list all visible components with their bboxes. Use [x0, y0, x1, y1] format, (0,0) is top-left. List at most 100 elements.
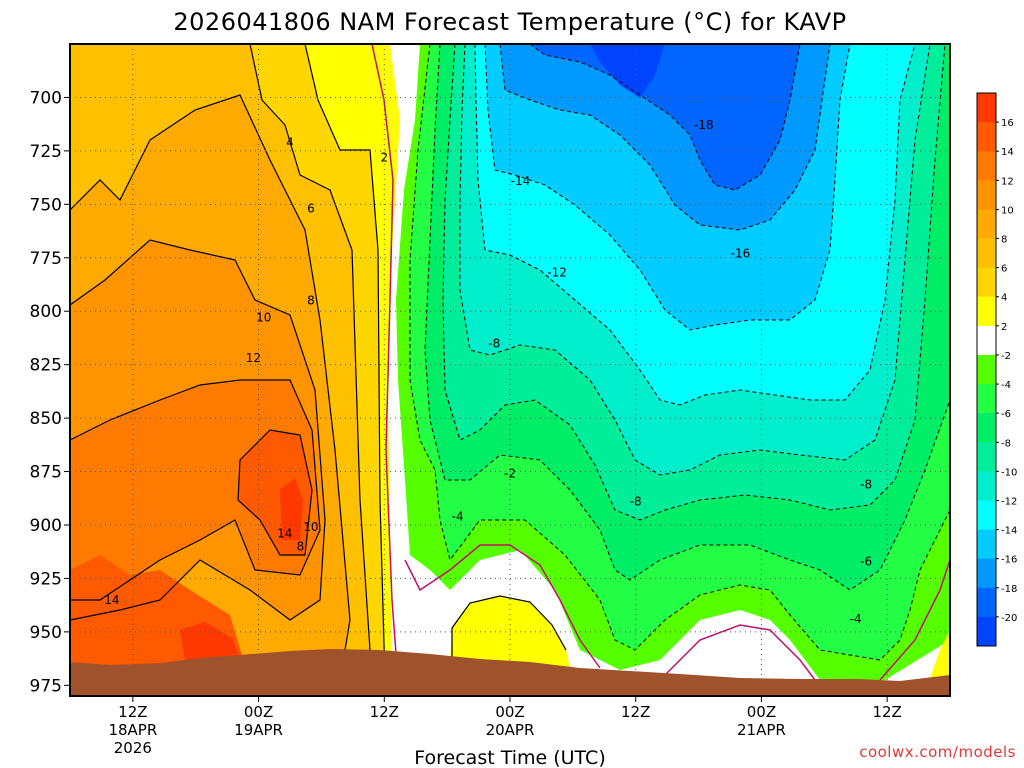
x-tick-label: 00Z — [244, 703, 273, 721]
colorbar-swatch — [977, 238, 996, 269]
colorbar-label: 6 — [1001, 264, 1007, 275]
x-tick-label: 00Z — [747, 703, 776, 721]
x-tick-label: 2026 — [114, 739, 152, 757]
colorbar-label: -10 — [1001, 467, 1017, 478]
colorbar-swatch — [977, 93, 996, 123]
colorbar-label: -14 — [1001, 526, 1017, 537]
colorbar-label: 16 — [1001, 118, 1014, 129]
contour-line — [70, 379, 321, 601]
contour-label: 8 — [297, 539, 305, 553]
contour-line — [529, 44, 801, 191]
y-tick-label: 775 — [30, 249, 62, 269]
colorbar: 16 14 12 10 8 6 4 2 -2 -4 -6 -8 -10 -12 -14 -16 -18 -20 — [976, 92, 1017, 647]
x-tick-label: 20APR — [486, 721, 535, 739]
x-tick-label: 21APR — [737, 721, 786, 739]
contour-label: -18 — [694, 118, 714, 132]
colorbar-swatch — [977, 296, 996, 327]
contour-label: -6 — [860, 554, 872, 568]
colorbar-swatch — [977, 354, 996, 385]
contour-line — [70, 239, 326, 621]
contour-line — [442, 44, 946, 521]
colorbar-swatch — [977, 180, 996, 210]
contour-line — [664, 624, 816, 681]
colorbar-swatch — [977, 471, 996, 501]
colorbar-label: -6 — [1001, 409, 1011, 420]
x-tick-label: 18APR — [108, 721, 157, 739]
y-tick-label: 750 — [30, 195, 62, 215]
contour-label: 4 — [286, 135, 294, 149]
contour-label: 10 — [256, 311, 271, 325]
colorbar-swatch — [977, 267, 996, 298]
contour-label: 14 — [104, 593, 119, 607]
contour-line — [499, 44, 831, 231]
contour-label: 14 — [277, 527, 292, 541]
colorbar-label: -4 — [1001, 380, 1011, 391]
cold-band-minus18 — [530, 44, 800, 190]
contour-label: -8 — [860, 477, 872, 491]
colorbar-label: 8 — [1001, 235, 1007, 246]
contour-label: 8 — [307, 294, 315, 308]
cold-band-minus20 — [590, 44, 665, 98]
colorbar-label: 12 — [1001, 176, 1014, 187]
y-tick-label: 875 — [30, 463, 62, 483]
colorbar-swatch — [977, 616, 996, 647]
colorbar-label: 14 — [1001, 147, 1014, 158]
contour-label: -4 — [452, 509, 464, 523]
terrain — [70, 649, 950, 696]
colorbar-swatch — [977, 384, 996, 414]
contour-line — [484, 44, 851, 331]
credit-text: coolwx.com/models — [859, 743, 1016, 761]
contour-label: -14 — [511, 174, 531, 188]
colorbar-swatch — [977, 122, 996, 152]
colorbar-label: -20 — [1001, 613, 1017, 624]
colorbar-swatch — [977, 413, 996, 443]
contour-label: 12 — [246, 351, 261, 365]
y-tick-label: 700 — [30, 88, 62, 108]
contour-label: 6 — [307, 202, 315, 216]
y-tick-label: 850 — [30, 409, 62, 429]
surface-warm-blob-small — [930, 630, 950, 678]
y-tick-label: 925 — [30, 569, 62, 589]
colorbar-label: 10 — [1001, 205, 1014, 216]
y-tick-label: 800 — [30, 302, 62, 322]
contour-line — [237, 429, 313, 556]
colorbar-label: -2 — [1001, 351, 1011, 362]
contour-label: -8 — [630, 494, 642, 508]
colorbar-label: -18 — [1001, 584, 1017, 595]
y-tick-label: 725 — [30, 142, 62, 162]
contour-line — [424, 44, 950, 591]
contour-line — [249, 44, 373, 681]
colorbar-swatch — [977, 500, 996, 531]
contour-label: -8 — [488, 336, 500, 350]
contour-line — [304, 44, 386, 681]
x-tick-label: 12Z — [118, 703, 147, 721]
temperature-field — [70, 44, 950, 696]
colorbar-label: 4 — [1001, 293, 1007, 304]
y-tick-label: 950 — [30, 623, 62, 643]
colorbar-frame — [976, 92, 997, 647]
chart-title: 2026041806 NAM Forecast Temperature (°C)… — [173, 8, 846, 36]
contour-label: -16 — [731, 246, 751, 260]
x-gridlines — [132, 44, 888, 696]
contour-line — [409, 44, 950, 661]
contour-label: -12 — [547, 266, 567, 280]
colorbar-swatch — [977, 442, 996, 472]
contour-labels: 4 2 6 8 10 12 14 10 8 14 -18 -14 -16 -12 -8 -2 -4 -8 -8 -6 -… — [104, 118, 872, 626]
x-axis-label: Forecast Time (UTC) — [414, 747, 605, 768]
colorbar-swatch — [977, 151, 996, 181]
y-tick-label: 900 — [30, 516, 62, 536]
y-axis: 700 725 750 775 800 825 850 875 900 925 950 975 — [30, 88, 70, 696]
colorbar-label: -16 — [1001, 555, 1017, 566]
y-gridlines — [70, 96, 950, 686]
x-tick-label: 19APR — [234, 721, 283, 739]
contour-label: -2 — [504, 467, 516, 481]
contour-label: -4 — [850, 612, 862, 626]
contour-line — [70, 94, 351, 681]
contour-line — [879, 559, 950, 681]
colorbar-label: -12 — [1001, 496, 1017, 507]
x-tick-label: 12Z — [872, 703, 901, 721]
colorbar-swatch — [977, 558, 996, 589]
colorbar-swatch — [977, 325, 996, 356]
colorbar-label: 2 — [1001, 322, 1007, 333]
